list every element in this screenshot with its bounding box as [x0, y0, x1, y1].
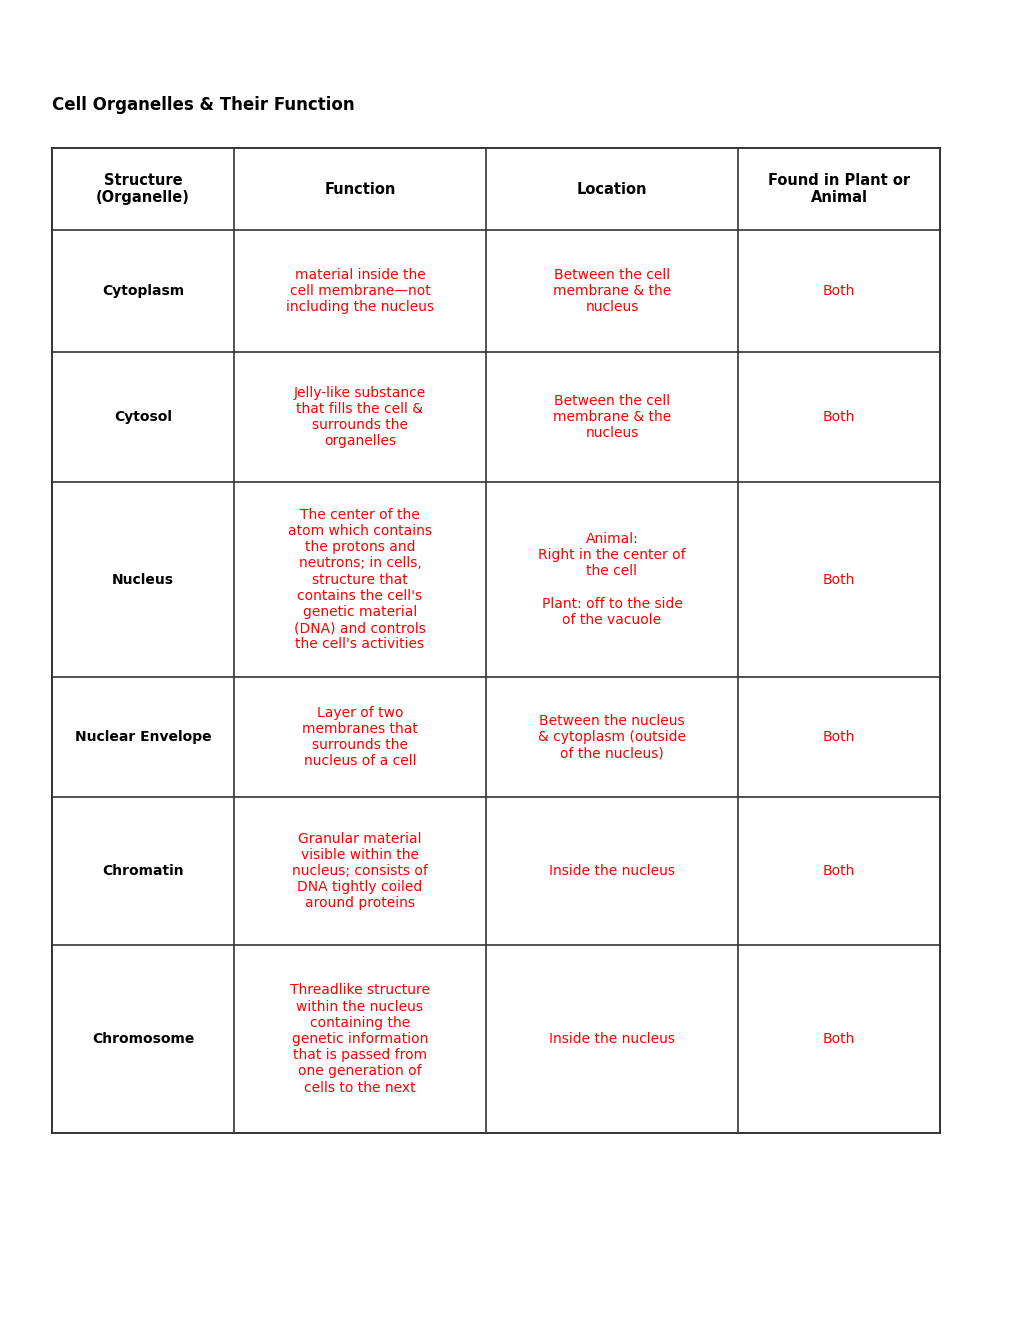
- Text: Inside the nucleus: Inside the nucleus: [548, 865, 675, 878]
- Text: Cell Organelles & Their Function: Cell Organelles & Their Function: [52, 96, 355, 114]
- Text: Layer of two
membranes that
surrounds the
nucleus of a cell: Layer of two membranes that surrounds th…: [302, 706, 418, 768]
- Text: Both: Both: [822, 730, 854, 744]
- Text: Found in Plant or
Animal: Found in Plant or Animal: [767, 173, 909, 205]
- Text: Chromatin: Chromatin: [102, 865, 183, 878]
- Text: Both: Both: [822, 284, 854, 298]
- Text: Jelly-like substance
that fills the cell &
surrounds the
organelles: Jelly-like substance that fills the cell…: [293, 385, 426, 449]
- Text: Animal:
Right in the center of
the cell

Plant: off to the side
of the vacuole: Animal: Right in the center of the cell …: [538, 532, 685, 627]
- Text: Between the cell
membrane & the
nucleus: Between the cell membrane & the nucleus: [552, 393, 671, 440]
- Text: Both: Both: [822, 573, 854, 586]
- Text: Threadlike structure
within the nucleus
containing the
genetic information
that : Threadlike structure within the nucleus …: [289, 983, 430, 1094]
- Text: Cytosol: Cytosol: [114, 411, 172, 424]
- Text: Nucleus: Nucleus: [112, 573, 174, 586]
- Text: Both: Both: [822, 411, 854, 424]
- Text: Inside the nucleus: Inside the nucleus: [548, 1032, 675, 1045]
- Text: Location: Location: [576, 181, 647, 197]
- Text: Both: Both: [822, 1032, 854, 1045]
- Text: Cytoplasm: Cytoplasm: [102, 284, 183, 298]
- Text: Between the cell
membrane & the
nucleus: Between the cell membrane & the nucleus: [552, 268, 671, 314]
- Text: Granular material
visible within the
nucleus; consists of
DNA tightly coiled
aro: Granular material visible within the nuc…: [291, 832, 428, 911]
- Text: material inside the
cell membrane—not
including the nucleus: material inside the cell membrane—not in…: [285, 268, 434, 314]
- Bar: [52, 148, 940, 1133]
- Text: Chromosome: Chromosome: [92, 1032, 194, 1045]
- Text: Function: Function: [324, 181, 395, 197]
- Text: The center of the
atom which contains
the protons and
neutrons; in cells,
struct: The center of the atom which contains th…: [287, 508, 432, 651]
- Text: Between the nucleus
& cytoplasm (outside
of the nucleus): Between the nucleus & cytoplasm (outside…: [537, 714, 686, 760]
- Text: Structure
(Organelle): Structure (Organelle): [96, 173, 190, 205]
- Text: Both: Both: [822, 865, 854, 878]
- Text: Nuclear Envelope: Nuclear Envelope: [74, 730, 211, 744]
